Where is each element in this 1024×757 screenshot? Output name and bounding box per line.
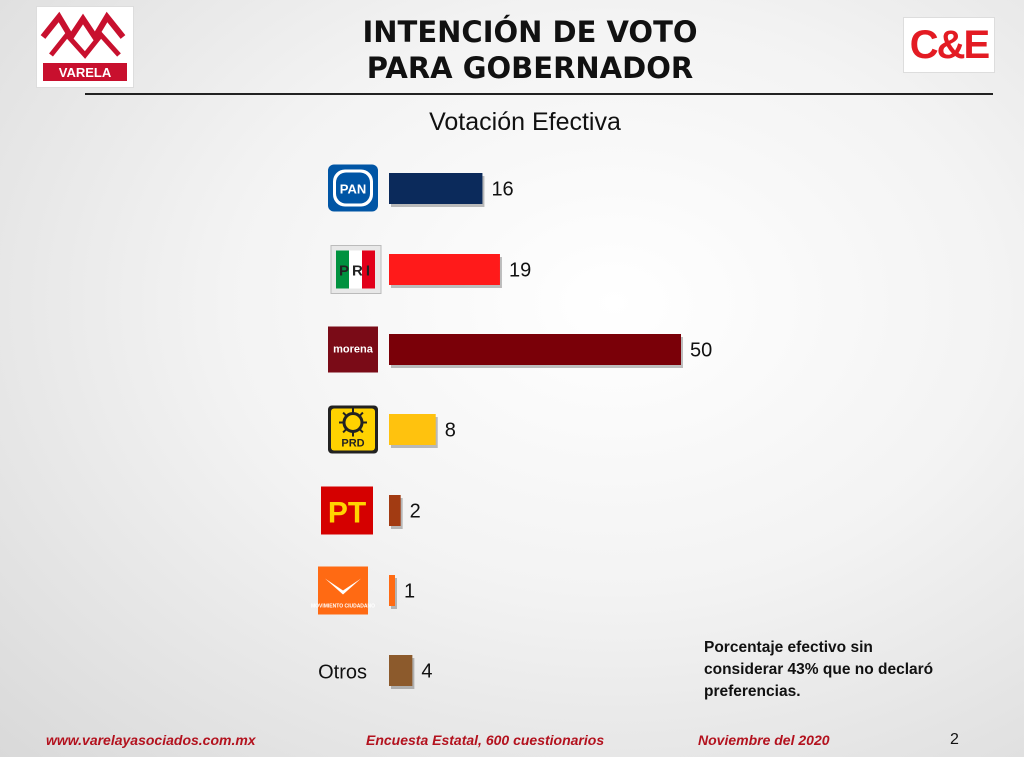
prd-logo-icon: PRD	[328, 405, 378, 454]
bar-mc	[389, 575, 395, 606]
value-label-pt: 2	[410, 501, 421, 523]
footer-survey: Encuesta Estatal, 600 cuestionarios	[366, 732, 605, 748]
footer-website: www.varelayasociados.com.mx	[46, 732, 256, 748]
value-label-prd: 8	[445, 420, 456, 442]
svg-text:PRI: PRI	[339, 263, 373, 280]
pri-logo-icon: PRI	[330, 245, 382, 294]
value-label-pan: 16	[491, 179, 513, 201]
svg-text:morena: morena	[333, 344, 374, 356]
bar-prd	[389, 414, 436, 445]
chart-subtitle: Votación Efectiva	[429, 108, 621, 136]
value-label-morena: 50	[690, 340, 712, 362]
footer-date: Noviembre del 2020	[698, 732, 830, 748]
pan-logo-icon: PAN	[328, 164, 378, 212]
morena-logo-icon: morena	[328, 326, 378, 373]
page-title: INTENCIÓN DE VOTO PARA GOBERNADOR	[250, 14, 810, 86]
title-divider	[85, 93, 993, 95]
svg-text:PAN: PAN	[340, 182, 366, 197]
footnote: Porcentaje efectivo sin considerar 43% q…	[704, 637, 974, 703]
title-line-2: PARA GOBERNADOR	[366, 51, 694, 85]
svg-text:PRD: PRD	[341, 438, 364, 450]
svg-text:PT: PT	[328, 497, 366, 530]
bar-pri	[389, 254, 500, 285]
footnote-line-3: preferencias.	[704, 683, 801, 700]
pt-logo-icon: PT	[321, 486, 373, 535]
title-line-1: INTENCIÓN DE VOTO	[362, 15, 698, 49]
svg-text:MOVIMIENTO CIUDADANO: MOVIMIENTO CIUDADANO	[311, 604, 375, 610]
value-label-mc: 1	[404, 581, 415, 603]
bar-otros	[389, 655, 413, 686]
page-number: 2	[950, 731, 959, 748]
bar-pt	[389, 495, 401, 526]
value-label-pri: 19	[509, 260, 531, 282]
footnote-line-2: considerar 43% que no declaró	[704, 661, 934, 678]
footnote-line-1: Porcentaje efectivo sin	[704, 639, 873, 656]
category-label-otros: Otros	[318, 662, 367, 684]
ce-logo-text: C&E	[909, 22, 990, 67]
varela-logo: VARELA	[36, 6, 134, 88]
ce-logo: C&E	[903, 17, 995, 73]
mc-logo-icon: MOVIMIENTO CIUDADANO	[311, 566, 375, 615]
varela-logo-text: VARELA	[59, 65, 112, 80]
value-label-otros: 4	[421, 661, 432, 683]
bar-pan	[389, 173, 483, 204]
bar-morena	[389, 334, 681, 365]
